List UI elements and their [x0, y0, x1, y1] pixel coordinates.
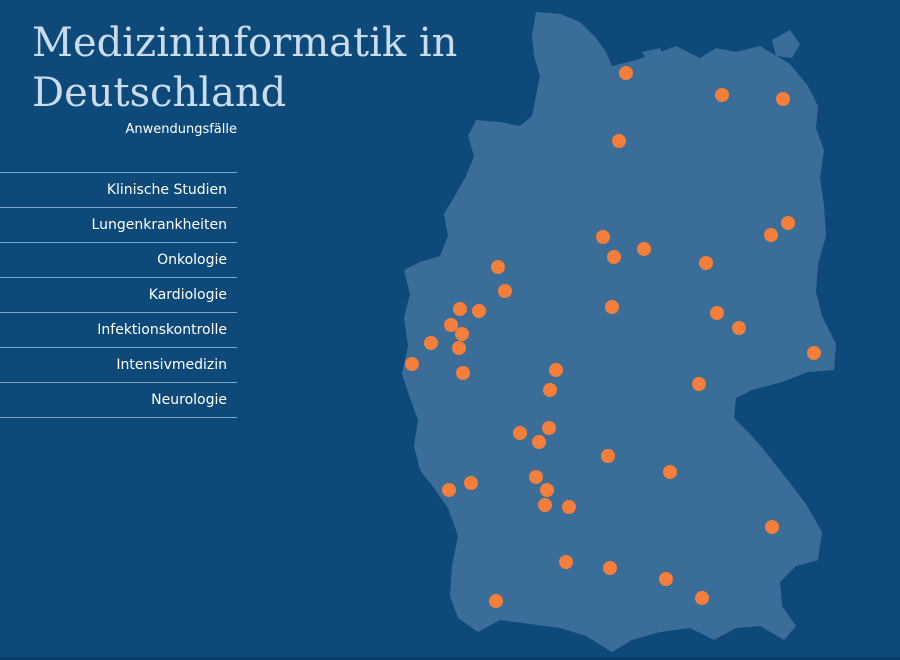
location-marker[interactable]: [764, 228, 778, 242]
menu-item-lungenkrankheiten[interactable]: Lungenkrankheiten: [0, 208, 237, 243]
menu-item-intensivmedizin[interactable]: Intensivmedizin: [0, 348, 237, 383]
page-subtitle: Anwendungsfälle: [125, 122, 237, 137]
location-marker[interactable]: [765, 520, 779, 534]
location-marker[interactable]: [542, 421, 556, 435]
location-marker[interactable]: [444, 318, 458, 332]
location-marker[interactable]: [455, 327, 469, 341]
location-marker[interactable]: [619, 66, 633, 80]
location-marker[interactable]: [781, 216, 795, 230]
menu-item-onkologie[interactable]: Onkologie: [0, 243, 237, 278]
location-marker[interactable]: [543, 383, 557, 397]
germany-island-ruegen: [772, 30, 800, 58]
location-marker[interactable]: [424, 336, 438, 350]
location-marker[interactable]: [692, 377, 706, 391]
location-marker[interactable]: [605, 300, 619, 314]
location-marker[interactable]: [710, 306, 724, 320]
location-marker[interactable]: [562, 500, 576, 514]
germany-island-fehmarn: [642, 48, 664, 62]
location-marker[interactable]: [637, 242, 651, 256]
location-marker[interactable]: [776, 92, 790, 106]
location-marker[interactable]: [532, 435, 546, 449]
location-marker[interactable]: [596, 230, 610, 244]
location-marker[interactable]: [442, 483, 456, 497]
location-marker[interactable]: [603, 561, 617, 575]
germany-land-shape: [402, 12, 836, 652]
location-marker[interactable]: [513, 426, 527, 440]
menu-item-klinische-studien[interactable]: Klinische Studien: [0, 173, 237, 208]
location-marker[interactable]: [540, 483, 554, 497]
location-marker[interactable]: [529, 470, 543, 484]
location-marker[interactable]: [699, 256, 713, 270]
location-marker[interactable]: [659, 572, 673, 586]
location-marker[interactable]: [715, 88, 729, 102]
location-marker[interactable]: [456, 366, 470, 380]
location-marker[interactable]: [489, 594, 503, 608]
page-title: Medizininformatik in Deutschland: [32, 20, 458, 116]
location-marker[interactable]: [807, 346, 821, 360]
menu-item-infektionskontrolle[interactable]: Infektionskontrolle: [0, 313, 237, 348]
location-marker[interactable]: [732, 321, 746, 335]
location-marker[interactable]: [607, 250, 621, 264]
location-marker[interactable]: [695, 591, 709, 605]
location-marker[interactable]: [612, 134, 626, 148]
location-marker[interactable]: [453, 302, 467, 316]
menu-item-kardiologie[interactable]: Kardiologie: [0, 278, 237, 313]
use-case-menu: Klinische Studien Lungenkrankheiten Onko…: [0, 172, 237, 418]
location-marker[interactable]: [663, 465, 677, 479]
location-marker[interactable]: [549, 363, 563, 377]
location-marker[interactable]: [472, 304, 486, 318]
location-marker[interactable]: [464, 476, 478, 490]
location-marker[interactable]: [491, 260, 505, 274]
location-markers: [405, 66, 821, 608]
location-marker[interactable]: [452, 341, 466, 355]
location-marker[interactable]: [559, 555, 573, 569]
bottom-divider: [0, 657, 900, 660]
location-marker[interactable]: [601, 449, 615, 463]
location-marker[interactable]: [498, 284, 512, 298]
location-marker[interactable]: [405, 357, 419, 371]
location-marker[interactable]: [538, 498, 552, 512]
menu-item-neurologie[interactable]: Neurologie: [0, 383, 237, 418]
